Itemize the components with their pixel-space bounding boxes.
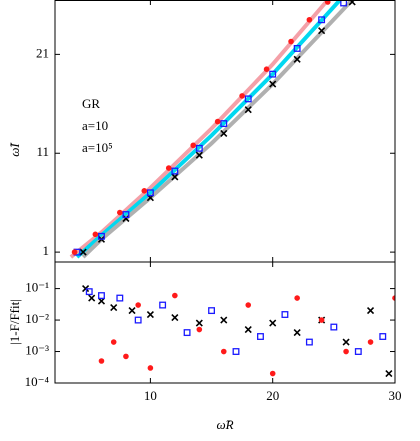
point bbox=[195, 319, 203, 327]
y-tick-label: 10⁻³ bbox=[25, 343, 49, 358]
point bbox=[232, 348, 240, 355]
point bbox=[146, 189, 154, 197]
point bbox=[147, 365, 154, 371]
point bbox=[293, 44, 301, 52]
point bbox=[190, 142, 197, 149]
plot-area bbox=[82, 285, 395, 378]
point bbox=[122, 211, 130, 218]
point bbox=[306, 16, 313, 23]
point bbox=[220, 348, 227, 355]
point bbox=[269, 319, 277, 327]
point bbox=[245, 302, 252, 308]
point bbox=[263, 66, 270, 73]
point bbox=[294, 295, 300, 301]
point bbox=[281, 311, 289, 318]
y-tick-label: 11 bbox=[36, 144, 49, 159]
legend-label: GR bbox=[82, 96, 100, 111]
point bbox=[269, 370, 276, 377]
point bbox=[269, 70, 277, 78]
point bbox=[220, 129, 228, 138]
point bbox=[122, 214, 130, 223]
axes-frame bbox=[54, 261, 396, 384]
point bbox=[244, 325, 252, 334]
point bbox=[85, 288, 93, 296]
y-tick-label: 21 bbox=[36, 45, 49, 60]
point bbox=[82, 285, 90, 293]
point bbox=[172, 292, 178, 299]
point bbox=[171, 314, 179, 322]
point bbox=[134, 316, 142, 324]
point bbox=[330, 323, 338, 331]
point bbox=[195, 151, 203, 159]
point bbox=[141, 188, 148, 194]
point bbox=[98, 232, 105, 240]
point bbox=[220, 120, 228, 128]
point bbox=[98, 292, 105, 300]
plot-area bbox=[69, 0, 356, 259]
point bbox=[135, 302, 141, 308]
point bbox=[79, 248, 87, 256]
point bbox=[257, 333, 264, 340]
point bbox=[98, 358, 105, 364]
point bbox=[354, 348, 362, 355]
point bbox=[171, 173, 179, 181]
legend-label: a=10⁵ bbox=[82, 140, 113, 155]
point bbox=[318, 317, 325, 323]
fit-curve bbox=[81, 0, 354, 259]
point bbox=[392, 295, 395, 301]
fit-curve bbox=[69, 0, 330, 259]
point bbox=[367, 339, 374, 345]
point bbox=[71, 249, 78, 255]
point bbox=[318, 16, 326, 24]
point bbox=[208, 307, 215, 315]
point bbox=[110, 339, 117, 345]
point bbox=[342, 338, 350, 346]
point bbox=[288, 38, 294, 45]
point bbox=[195, 144, 203, 152]
x-tick-label: 20 bbox=[266, 388, 279, 403]
point bbox=[146, 310, 154, 319]
point bbox=[269, 80, 277, 88]
point bbox=[379, 333, 387, 340]
point bbox=[214, 118, 221, 125]
point bbox=[128, 307, 136, 315]
y-axis-label: |1-F/Ffit| bbox=[7, 299, 22, 345]
point bbox=[123, 353, 129, 360]
point bbox=[343, 348, 349, 355]
fit-curve bbox=[75, 0, 342, 259]
point bbox=[220, 316, 228, 324]
point bbox=[92, 231, 99, 238]
x-tick-label: 30 bbox=[389, 388, 402, 403]
point bbox=[183, 329, 191, 337]
x-axis-label: ω̃R bbox=[216, 417, 233, 432]
point bbox=[117, 209, 123, 216]
point bbox=[239, 93, 245, 99]
y-tick-label: 10⁻² bbox=[25, 311, 49, 326]
point bbox=[116, 294, 124, 302]
point bbox=[348, 0, 356, 6]
point bbox=[385, 369, 393, 378]
point bbox=[305, 338, 313, 346]
point bbox=[293, 329, 301, 337]
point bbox=[171, 167, 179, 175]
y-tick-label: 1 bbox=[43, 243, 50, 258]
point bbox=[324, 0, 331, 5]
point bbox=[88, 294, 96, 302]
point bbox=[159, 301, 167, 309]
point bbox=[293, 55, 301, 63]
point bbox=[318, 27, 326, 35]
y-axis-label: ω̃I bbox=[7, 142, 22, 157]
legend-label: a=10 bbox=[82, 118, 108, 133]
point bbox=[110, 303, 118, 312]
point bbox=[366, 307, 375, 315]
point bbox=[165, 165, 172, 171]
y-tick-label: 10⁻¹ bbox=[25, 280, 49, 295]
point bbox=[97, 297, 106, 305]
point bbox=[196, 326, 203, 333]
y-tick-label: 10⁻⁴ bbox=[25, 374, 50, 389]
point bbox=[244, 95, 252, 103]
x-tick-label: 10 bbox=[144, 388, 157, 403]
point bbox=[244, 106, 252, 114]
